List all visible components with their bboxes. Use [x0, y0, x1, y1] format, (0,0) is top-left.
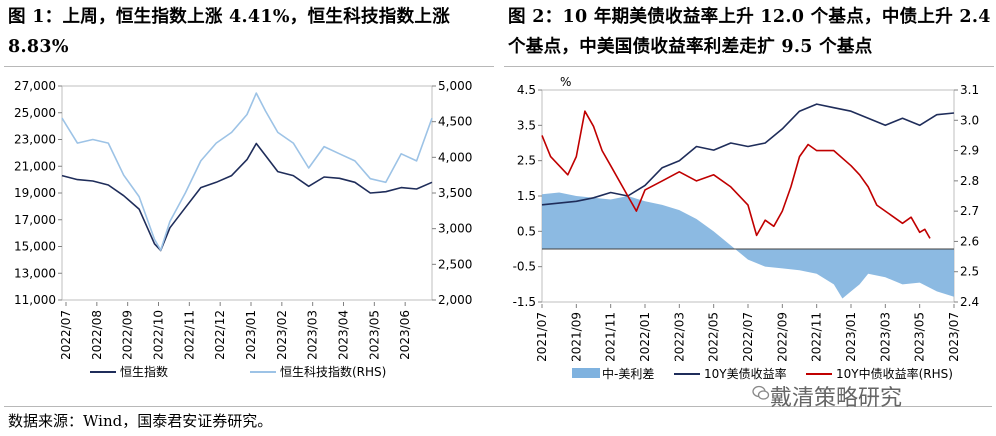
figure-1-title: 图 1：上周，恒生指数上涨 4.41%，恒生科技指数上涨 8.83% [8, 7, 451, 57]
x-tick-label: 2023/05 [913, 312, 927, 362]
y-tick-label: 27,000 [14, 79, 56, 93]
title-rule-left [4, 66, 494, 67]
source-note: 数据来源：Wind，国泰君安证券研究。 [8, 412, 273, 430]
series-line-us10y [541, 103, 955, 206]
x-tick-label: 2023/01 [844, 312, 858, 362]
y-tick-label: 1.5 [517, 189, 536, 203]
y2-tick-label: 2.5 [960, 265, 979, 279]
legend-label: 中-美利差 [602, 366, 654, 381]
y-tick-label: 13,000 [14, 266, 56, 280]
y2-tick-label: 3.0 [960, 113, 979, 127]
y2-tick-label: 3,500 [438, 186, 472, 200]
legend-label: 10Y美债收益率 [704, 366, 787, 381]
hang-seng-chart: 27,000 25,000 23,000 21,000 19,000 17,000 15,0… [14, 79, 472, 379]
y2-tick-label: 2.7 [960, 204, 979, 218]
y2-tick-label: 2.8 [960, 174, 979, 188]
legend-swatch [572, 368, 600, 378]
y-tick-label: 23,000 [14, 133, 56, 147]
y2-tick-label: 2.4 [960, 295, 979, 309]
y-tick-label: 15,000 [14, 240, 56, 254]
y-tick-label: 17,000 [14, 213, 56, 227]
x-tick-label: 2023/05 [367, 310, 381, 360]
x-tick-label: 2023/03 [878, 312, 892, 362]
x-tick-label: 2022/01 [638, 312, 652, 362]
x-tick-label: 2021/09 [569, 312, 583, 362]
y2-tick-label: 2,500 [438, 257, 472, 271]
x-tick-label: 2023/07 [947, 312, 961, 362]
y-tick-label: 25,000 [14, 106, 56, 120]
y-tick-label: 3.5 [517, 118, 536, 132]
x-tick-label: 2023/02 [275, 310, 289, 360]
x-tick-label: 2022/10 [152, 310, 166, 360]
x-tick-label: 2022/11 [810, 312, 824, 362]
y2-tick-label: 2.9 [960, 144, 979, 158]
x-tick-label: 2022/09 [775, 312, 789, 362]
x-tick-label: 2022/12 [213, 310, 227, 360]
x-tick-label: 2022/09 [121, 310, 135, 360]
y-tick-label: -1.5 [513, 295, 536, 309]
series-area-spread [542, 192, 954, 299]
y-tick-label: 4.5 [517, 83, 536, 97]
x-tick-label: 2023/04 [337, 310, 351, 360]
y2-tick-label: 2,000 [438, 293, 472, 307]
y2-tick-label: 4,000 [438, 150, 472, 164]
y-tick-label: 0.5 [517, 224, 536, 238]
series-line-cn10y [541, 110, 931, 239]
x-tick-label: 2022/08 [90, 310, 104, 360]
x-tick-label: 2022/03 [672, 312, 686, 362]
x-tick-label: 2023/06 [398, 310, 412, 360]
legend-label: 10Y中债收益率(RHS) [836, 366, 953, 381]
y2-tick-label: 3,000 [438, 222, 472, 236]
y2-tick-label: 5,000 [438, 79, 472, 93]
legend-label: 恒生科技指数(RHS) [280, 364, 386, 379]
x-tick-label: 2023/03 [306, 310, 320, 360]
y-tick-label: 21,000 [14, 159, 56, 173]
source-rule [4, 406, 992, 407]
title-rule-right [504, 66, 994, 67]
series-line-hsi [61, 142, 433, 252]
x-tick-label: 2022/05 [707, 312, 721, 362]
legend-label: 恒生指数 [120, 364, 168, 379]
watermark: 戴清策略研究 [770, 386, 903, 411]
x-tick-label: 2022/11 [182, 310, 196, 360]
x-tick-label: 2021/07 [535, 312, 549, 362]
bond-yield-chart: 4.5 3.5 2.5 1.5 0.5 -0.5 -1.5 3.1 3.0 2.9 2.8 2.7 2.… [513, 75, 980, 381]
y2-tick-label: 2.6 [960, 234, 979, 248]
y-tick-label: 11,000 [14, 293, 56, 307]
x-tick-label: 2022/07 [59, 310, 73, 360]
figure-2-title: 图 2：10 年期美债收益率上升 12.0 个基点，中债上升 2.4 个基点，中… [508, 7, 991, 57]
y-tick-label: -0.5 [513, 260, 536, 274]
y-tick-label: 19,000 [14, 186, 56, 200]
y-tick-label: 2.5 [517, 154, 536, 168]
y2-tick-label: 4,500 [438, 115, 472, 129]
y2-tick-label: 3.1 [960, 83, 979, 97]
x-tick-label: 2022/07 [741, 312, 755, 362]
wechat-icon [752, 385, 770, 400]
series-line-hstech [61, 92, 433, 251]
x-tick-label: 2023/01 [244, 310, 258, 360]
x-tick-label: 2021/11 [604, 312, 618, 362]
unit-label: % [560, 75, 571, 89]
